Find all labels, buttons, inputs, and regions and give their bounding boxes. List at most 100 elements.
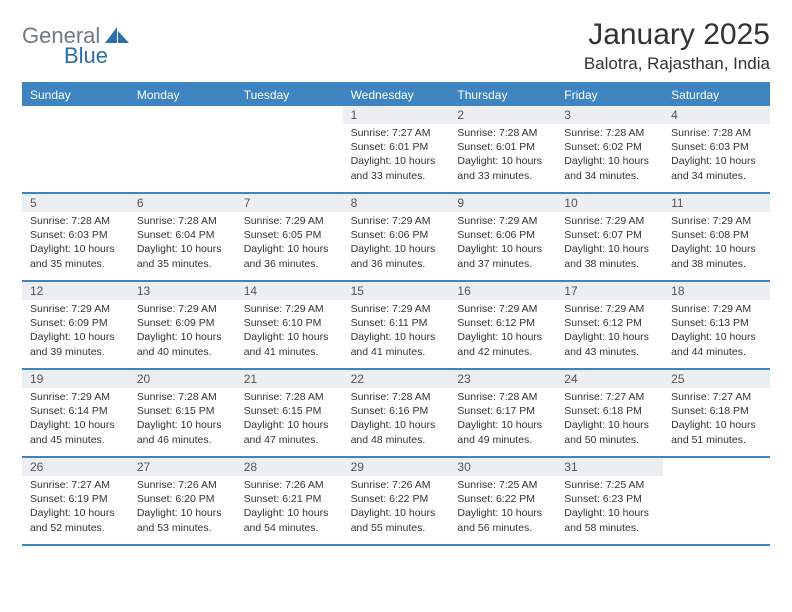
daylight-text: Daylight: 10 hours and 54 minutes.: [244, 506, 335, 534]
day-header: Thursday: [449, 84, 556, 106]
day-number: 13: [129, 282, 236, 300]
sunset-text: Sunset: 6:15 PM: [137, 404, 228, 418]
day-number: 23: [449, 370, 556, 388]
day-details: Sunrise: 7:25 AMSunset: 6:23 PMDaylight:…: [556, 476, 663, 539]
logo: GeneralBlue: [22, 23, 131, 69]
sunset-text: Sunset: 6:02 PM: [564, 140, 655, 154]
day-header: Tuesday: [236, 84, 343, 106]
sunrise-text: Sunrise: 7:29 AM: [564, 302, 655, 316]
day-details: Sunrise: 7:29 AMSunset: 6:06 PMDaylight:…: [343, 212, 450, 275]
day-number: 25: [663, 370, 770, 388]
week-row: 5Sunrise: 7:28 AMSunset: 6:03 PMDaylight…: [22, 194, 770, 282]
day-cell: 17Sunrise: 7:29 AMSunset: 6:12 PMDayligh…: [556, 282, 663, 368]
day-number: 9: [449, 194, 556, 212]
week-row: ...1Sunrise: 7:27 AMSunset: 6:01 PMDayli…: [22, 106, 770, 194]
sunset-text: Sunset: 6:22 PM: [457, 492, 548, 506]
sunset-text: Sunset: 6:20 PM: [137, 492, 228, 506]
day-cell: 22Sunrise: 7:28 AMSunset: 6:16 PMDayligh…: [343, 370, 450, 456]
day-cell: 31Sunrise: 7:25 AMSunset: 6:23 PMDayligh…: [556, 458, 663, 544]
daylight-text: Daylight: 10 hours and 58 minutes.: [564, 506, 655, 534]
day-details: Sunrise: 7:28 AMSunset: 6:17 PMDaylight:…: [449, 388, 556, 451]
day-details: Sunrise: 7:26 AMSunset: 6:22 PMDaylight:…: [343, 476, 450, 539]
day-cell: .: [663, 458, 770, 544]
sunrise-text: Sunrise: 7:28 AM: [30, 214, 121, 228]
sunset-text: Sunset: 6:09 PM: [30, 316, 121, 330]
sunset-text: Sunset: 6:03 PM: [671, 140, 762, 154]
sunset-text: Sunset: 6:15 PM: [244, 404, 335, 418]
day-cell: .: [236, 106, 343, 192]
sunrise-text: Sunrise: 7:29 AM: [30, 302, 121, 316]
sunset-text: Sunset: 6:03 PM: [30, 228, 121, 242]
day-number: 28: [236, 458, 343, 476]
day-cell: 5Sunrise: 7:28 AMSunset: 6:03 PMDaylight…: [22, 194, 129, 280]
week-row: 26Sunrise: 7:27 AMSunset: 6:19 PMDayligh…: [22, 458, 770, 546]
day-cell: 7Sunrise: 7:29 AMSunset: 6:05 PMDaylight…: [236, 194, 343, 280]
daylight-text: Daylight: 10 hours and 52 minutes.: [30, 506, 121, 534]
daylight-text: Daylight: 10 hours and 36 minutes.: [244, 242, 335, 270]
sunrise-text: Sunrise: 7:29 AM: [30, 390, 121, 404]
daylight-text: Daylight: 10 hours and 43 minutes.: [564, 330, 655, 358]
day-number: 6: [129, 194, 236, 212]
daylight-text: Daylight: 10 hours and 49 minutes.: [457, 418, 548, 446]
day-cell: 27Sunrise: 7:26 AMSunset: 6:20 PMDayligh…: [129, 458, 236, 544]
daylight-text: Daylight: 10 hours and 44 minutes.: [671, 330, 762, 358]
day-number: 2: [449, 106, 556, 124]
day-details: Sunrise: 7:28 AMSunset: 6:15 PMDaylight:…: [129, 388, 236, 451]
day-cell: 23Sunrise: 7:28 AMSunset: 6:17 PMDayligh…: [449, 370, 556, 456]
sunset-text: Sunset: 6:07 PM: [564, 228, 655, 242]
sunrise-text: Sunrise: 7:29 AM: [244, 214, 335, 228]
sunset-text: Sunset: 6:13 PM: [671, 316, 762, 330]
sunset-text: Sunset: 6:19 PM: [30, 492, 121, 506]
daylight-text: Daylight: 10 hours and 46 minutes.: [137, 418, 228, 446]
month-title: January 2025: [584, 18, 770, 52]
day-details: Sunrise: 7:26 AMSunset: 6:21 PMDaylight:…: [236, 476, 343, 539]
day-details: Sunrise: 7:28 AMSunset: 6:01 PMDaylight:…: [449, 124, 556, 187]
day-cell: 13Sunrise: 7:29 AMSunset: 6:09 PMDayligh…: [129, 282, 236, 368]
sunrise-text: Sunrise: 7:28 AM: [137, 214, 228, 228]
day-number: 5: [22, 194, 129, 212]
day-number: 31: [556, 458, 663, 476]
daylight-text: Daylight: 10 hours and 51 minutes.: [671, 418, 762, 446]
sunrise-text: Sunrise: 7:29 AM: [457, 302, 548, 316]
day-details: Sunrise: 7:29 AMSunset: 6:09 PMDaylight:…: [22, 300, 129, 363]
day-details: Sunrise: 7:29 AMSunset: 6:14 PMDaylight:…: [22, 388, 129, 451]
title-block: January 2025 Balotra, Rajasthan, India: [584, 18, 770, 74]
day-cell: 20Sunrise: 7:28 AMSunset: 6:15 PMDayligh…: [129, 370, 236, 456]
day-number: 22: [343, 370, 450, 388]
daylight-text: Daylight: 10 hours and 47 minutes.: [244, 418, 335, 446]
calendar: Sunday Monday Tuesday Wednesday Thursday…: [22, 82, 770, 546]
day-details: Sunrise: 7:29 AMSunset: 6:11 PMDaylight:…: [343, 300, 450, 363]
sunset-text: Sunset: 6:05 PM: [244, 228, 335, 242]
day-number: 11: [663, 194, 770, 212]
day-cell: 2Sunrise: 7:28 AMSunset: 6:01 PMDaylight…: [449, 106, 556, 192]
day-details: Sunrise: 7:28 AMSunset: 6:03 PMDaylight:…: [22, 212, 129, 275]
day-header: Friday: [556, 84, 663, 106]
day-details: Sunrise: 7:29 AMSunset: 6:13 PMDaylight:…: [663, 300, 770, 363]
day-cell: 11Sunrise: 7:29 AMSunset: 6:08 PMDayligh…: [663, 194, 770, 280]
logo-sail-icon: [103, 25, 131, 45]
day-cell: 25Sunrise: 7:27 AMSunset: 6:18 PMDayligh…: [663, 370, 770, 456]
daylight-text: Daylight: 10 hours and 50 minutes.: [564, 418, 655, 446]
day-number: 1: [343, 106, 450, 124]
week-row: 12Sunrise: 7:29 AMSunset: 6:09 PMDayligh…: [22, 282, 770, 370]
day-number: 4: [663, 106, 770, 124]
day-number: 26: [22, 458, 129, 476]
sunrise-text: Sunrise: 7:29 AM: [564, 214, 655, 228]
daylight-text: Daylight: 10 hours and 56 minutes.: [457, 506, 548, 534]
day-cell: .: [129, 106, 236, 192]
sunset-text: Sunset: 6:08 PM: [671, 228, 762, 242]
sunrise-text: Sunrise: 7:26 AM: [137, 478, 228, 492]
sunrise-text: Sunrise: 7:27 AM: [351, 126, 442, 140]
day-details: Sunrise: 7:29 AMSunset: 6:12 PMDaylight:…: [449, 300, 556, 363]
daylight-text: Daylight: 10 hours and 39 minutes.: [30, 330, 121, 358]
day-cell: 18Sunrise: 7:29 AMSunset: 6:13 PMDayligh…: [663, 282, 770, 368]
day-cell: 1Sunrise: 7:27 AMSunset: 6:01 PMDaylight…: [343, 106, 450, 192]
day-cell: .: [22, 106, 129, 192]
day-cell: 21Sunrise: 7:28 AMSunset: 6:15 PMDayligh…: [236, 370, 343, 456]
day-details: Sunrise: 7:28 AMSunset: 6:03 PMDaylight:…: [663, 124, 770, 187]
day-number: 27: [129, 458, 236, 476]
sunrise-text: Sunrise: 7:28 AM: [137, 390, 228, 404]
day-number: 12: [22, 282, 129, 300]
day-number: 18: [663, 282, 770, 300]
day-number: 19: [22, 370, 129, 388]
